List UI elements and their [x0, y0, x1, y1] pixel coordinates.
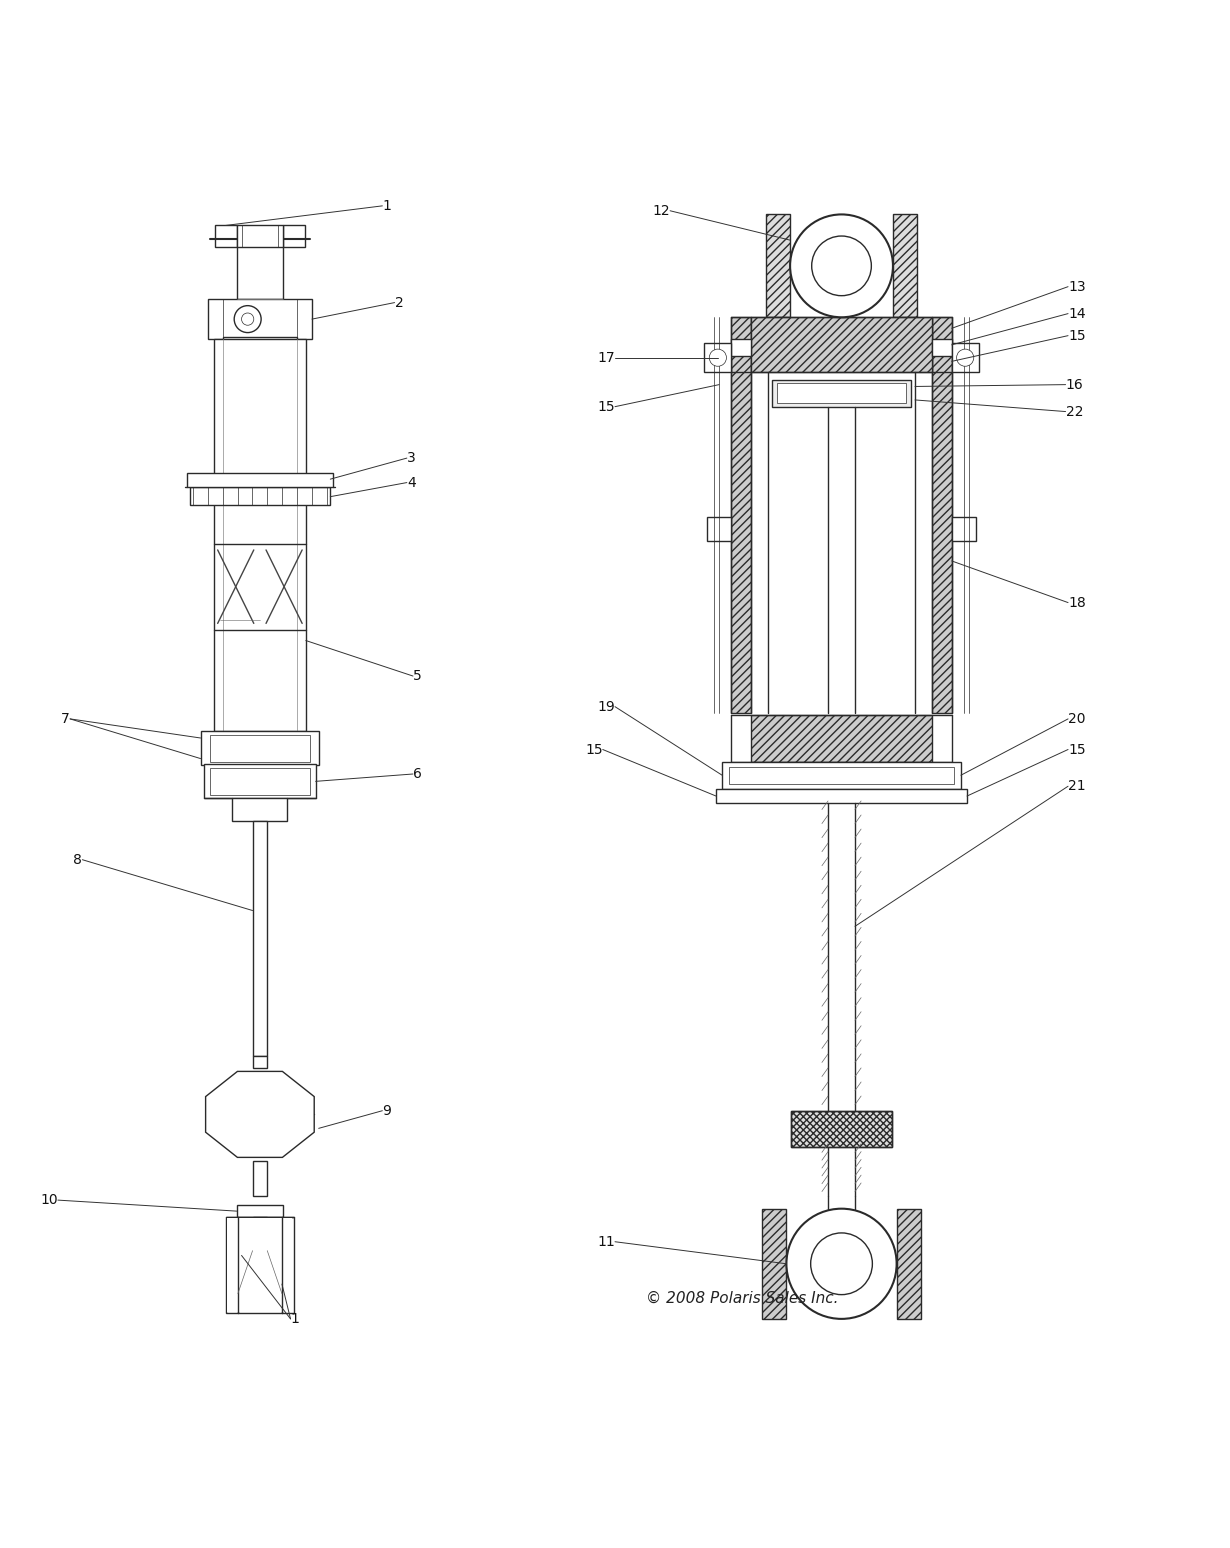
- Bar: [189, 488, 331, 505]
- Text: 19: 19: [598, 700, 615, 714]
- Text: 4: 4: [407, 475, 416, 489]
- Bar: [732, 339, 750, 356]
- Bar: [932, 317, 952, 712]
- Text: 12: 12: [652, 204, 670, 218]
- Text: 1: 1: [290, 1311, 299, 1327]
- Circle shape: [710, 350, 727, 367]
- Bar: [705, 344, 732, 373]
- Bar: [722, 762, 961, 788]
- Bar: [252, 820, 267, 1056]
- Bar: [897, 1209, 921, 1319]
- Bar: [791, 1111, 892, 1147]
- Bar: [791, 1111, 892, 1147]
- Bar: [226, 1217, 294, 1313]
- Bar: [208, 299, 312, 339]
- Bar: [932, 339, 952, 356]
- Text: © 2008 Polaris Sales Inc.: © 2008 Polaris Sales Inc.: [646, 1291, 838, 1305]
- Bar: [232, 799, 288, 820]
- Text: 14: 14: [1068, 307, 1086, 320]
- Bar: [750, 715, 932, 762]
- Circle shape: [786, 1209, 897, 1319]
- Text: 22: 22: [1065, 404, 1084, 418]
- Bar: [236, 226, 283, 299]
- Text: 15: 15: [598, 399, 615, 413]
- Text: 10: 10: [41, 1194, 58, 1207]
- Bar: [214, 339, 306, 731]
- Text: 8: 8: [74, 853, 82, 867]
- Bar: [223, 337, 296, 351]
- Circle shape: [234, 305, 261, 333]
- Text: 21: 21: [1068, 779, 1086, 793]
- Text: 15: 15: [1068, 328, 1086, 342]
- Bar: [252, 1056, 267, 1068]
- Bar: [729, 766, 953, 783]
- Text: 18: 18: [1068, 596, 1086, 610]
- Bar: [771, 379, 911, 407]
- Bar: [214, 226, 236, 248]
- Text: 1: 1: [383, 198, 391, 214]
- Circle shape: [790, 215, 893, 317]
- Bar: [765, 215, 790, 317]
- Text: 7: 7: [62, 712, 70, 726]
- Bar: [750, 317, 932, 373]
- Text: 11: 11: [598, 1235, 615, 1249]
- Bar: [228, 1218, 293, 1311]
- Text: 16: 16: [1065, 378, 1084, 392]
- Bar: [952, 344, 979, 373]
- Bar: [893, 215, 918, 317]
- Bar: [732, 317, 750, 712]
- Bar: [210, 768, 310, 794]
- Bar: [252, 1161, 267, 1197]
- Circle shape: [812, 235, 871, 296]
- Text: 15: 15: [1068, 743, 1086, 757]
- Text: 9: 9: [383, 1104, 391, 1118]
- Text: 5: 5: [413, 669, 422, 683]
- Text: 13: 13: [1068, 280, 1086, 294]
- Bar: [283, 226, 305, 248]
- Bar: [204, 765, 316, 799]
- Text: 20: 20: [1068, 712, 1086, 726]
- Text: 3: 3: [407, 450, 416, 464]
- Circle shape: [241, 313, 253, 325]
- Text: 15: 15: [585, 743, 603, 757]
- Polygon shape: [205, 1071, 314, 1158]
- Bar: [200, 731, 320, 765]
- Text: 6: 6: [413, 766, 422, 782]
- Bar: [707, 517, 732, 542]
- Text: 2: 2: [395, 296, 403, 310]
- Bar: [761, 1209, 786, 1319]
- Circle shape: [811, 1232, 872, 1294]
- Bar: [187, 472, 333, 488]
- Bar: [210, 735, 310, 762]
- Bar: [716, 788, 967, 803]
- Circle shape: [957, 350, 974, 367]
- Bar: [236, 1204, 283, 1217]
- Text: 17: 17: [598, 351, 615, 365]
- Bar: [776, 384, 907, 402]
- Bar: [952, 517, 977, 542]
